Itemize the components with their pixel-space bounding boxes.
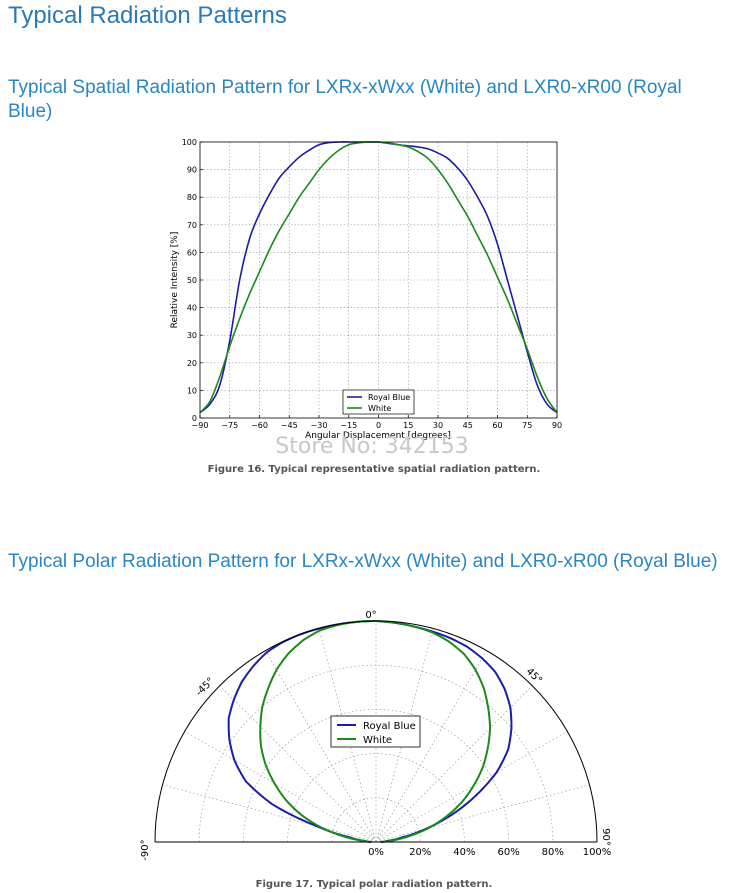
section-title-spatial: Typical Spatial Radiation Pattern for LX…	[8, 77, 682, 122]
y-tick-label: 50	[187, 276, 197, 285]
polar-legend-label-royal-blue: Royal Blue	[363, 721, 416, 732]
x-tick-label: 75	[522, 421, 532, 430]
figure-17-caption: Figure 17. Typical polar radiation patte…	[256, 879, 493, 890]
radial-tick-label: 80%	[542, 847, 564, 858]
x-tick-label: 45	[463, 421, 473, 430]
x-tick-label: −75	[221, 421, 238, 430]
series-line-white	[199, 141, 558, 414]
y-tick-labels: 0 10 20 30 40 50 60 70 80 90 100	[182, 138, 197, 423]
series-line-royal-blue	[199, 141, 558, 414]
y-tick-label: 20	[187, 359, 197, 368]
legend-label-white: White	[368, 404, 391, 413]
x-tick-label: −30	[311, 421, 328, 430]
polar-grid-spoke	[375, 628, 434, 843]
x-tick-label: 0	[376, 421, 381, 430]
section-title-polar: Typical Polar Radiation Pattern for LXRx…	[8, 551, 718, 572]
polar-grid-ring	[198, 664, 554, 843]
angle-label-0: 0°	[365, 610, 376, 621]
polar-grid-spoke	[219, 685, 377, 843]
polar-grid-spoke	[375, 650, 487, 843]
radial-tick-label: 20%	[409, 847, 431, 858]
polar-grid-spoke	[375, 731, 568, 843]
radial-tick-labels: 0% 20% 40% 60% 80% 100%	[368, 847, 611, 858]
y-tick-label: 40	[187, 304, 197, 313]
x-tick-label: 15	[403, 421, 413, 430]
angle-label-minus-90: -90°	[140, 839, 151, 860]
polar-grid-spoke	[162, 784, 377, 843]
polar-grid-ring	[287, 753, 465, 843]
polar-radiation-chart: 0° -45° 45° -90° 90° 0% 20% 40% 60% 80% 100% …	[140, 610, 611, 890]
y-tick-label: 90	[187, 166, 197, 175]
y-tick-label: 10	[187, 386, 197, 395]
y-tick-label: 80	[187, 193, 197, 202]
legend-label-royal-blue: Royal Blue	[368, 393, 410, 402]
watermark: Store No: 342153	[275, 434, 468, 459]
y-tick-label: 70	[187, 221, 197, 230]
y-tick-label: 30	[187, 331, 197, 340]
y-tick-label: 0	[192, 414, 197, 423]
radial-tick-label: 40%	[453, 847, 475, 858]
x-tick-label: −45	[281, 421, 298, 430]
x-tick-label: 90	[552, 421, 562, 430]
y-tick-label: 100	[182, 138, 197, 147]
page-title: Typical Radiation Patterns	[8, 2, 287, 29]
radial-tick-label: 0%	[368, 847, 384, 858]
y-axis-label: Relative Intensity [%]	[170, 232, 180, 329]
polar-outer-arc	[154, 620, 598, 843]
polar-grid	[162, 621, 590, 843]
polar-grid-spoke	[375, 784, 590, 843]
polar-legend: Royal Blue White	[330, 715, 421, 748]
chart-grid	[199, 141, 558, 419]
legend: Royal Blue White	[342, 389, 415, 415]
legend-box	[342, 389, 415, 415]
polar-legend-label-white: White	[363, 735, 392, 746]
angle-label-minus-45: -45°	[194, 676, 217, 699]
x-tick-label: −90	[192, 421, 209, 430]
polar-legend-box	[330, 715, 421, 748]
angle-label-90: 90°	[600, 828, 611, 846]
radial-tick-label: 60%	[497, 847, 519, 858]
polar-grid-spoke	[265, 650, 377, 843]
spatial-radiation-chart: −90 −75 −60 −45 −30 −15 0 15 30 45 60 75 90 0 10 20 30 4…	[170, 138, 563, 475]
x-tick-label: 30	[433, 421, 443, 430]
x-tick-label: 60	[492, 421, 502, 430]
y-tick-label: 60	[187, 248, 197, 257]
x-tick-label: −15	[340, 421, 357, 430]
figure-16-caption: Figure 16. Typical representative spatia…	[208, 464, 541, 475]
x-tick-labels: −90 −75 −60 −45 −30 −15 0 15 30 45 60 75 90	[192, 421, 563, 430]
polar-grid-spoke	[375, 685, 533, 843]
radial-tick-label: 100%	[583, 847, 612, 858]
polar-grid-spoke	[318, 628, 377, 843]
x-axis-label: Angular Displacement [degrees]	[305, 431, 451, 441]
angle-label-45: 45°	[524, 666, 544, 686]
plot-frame	[199, 141, 558, 419]
polar-grid-spoke	[184, 731, 377, 843]
x-tick-label: −60	[251, 421, 268, 430]
